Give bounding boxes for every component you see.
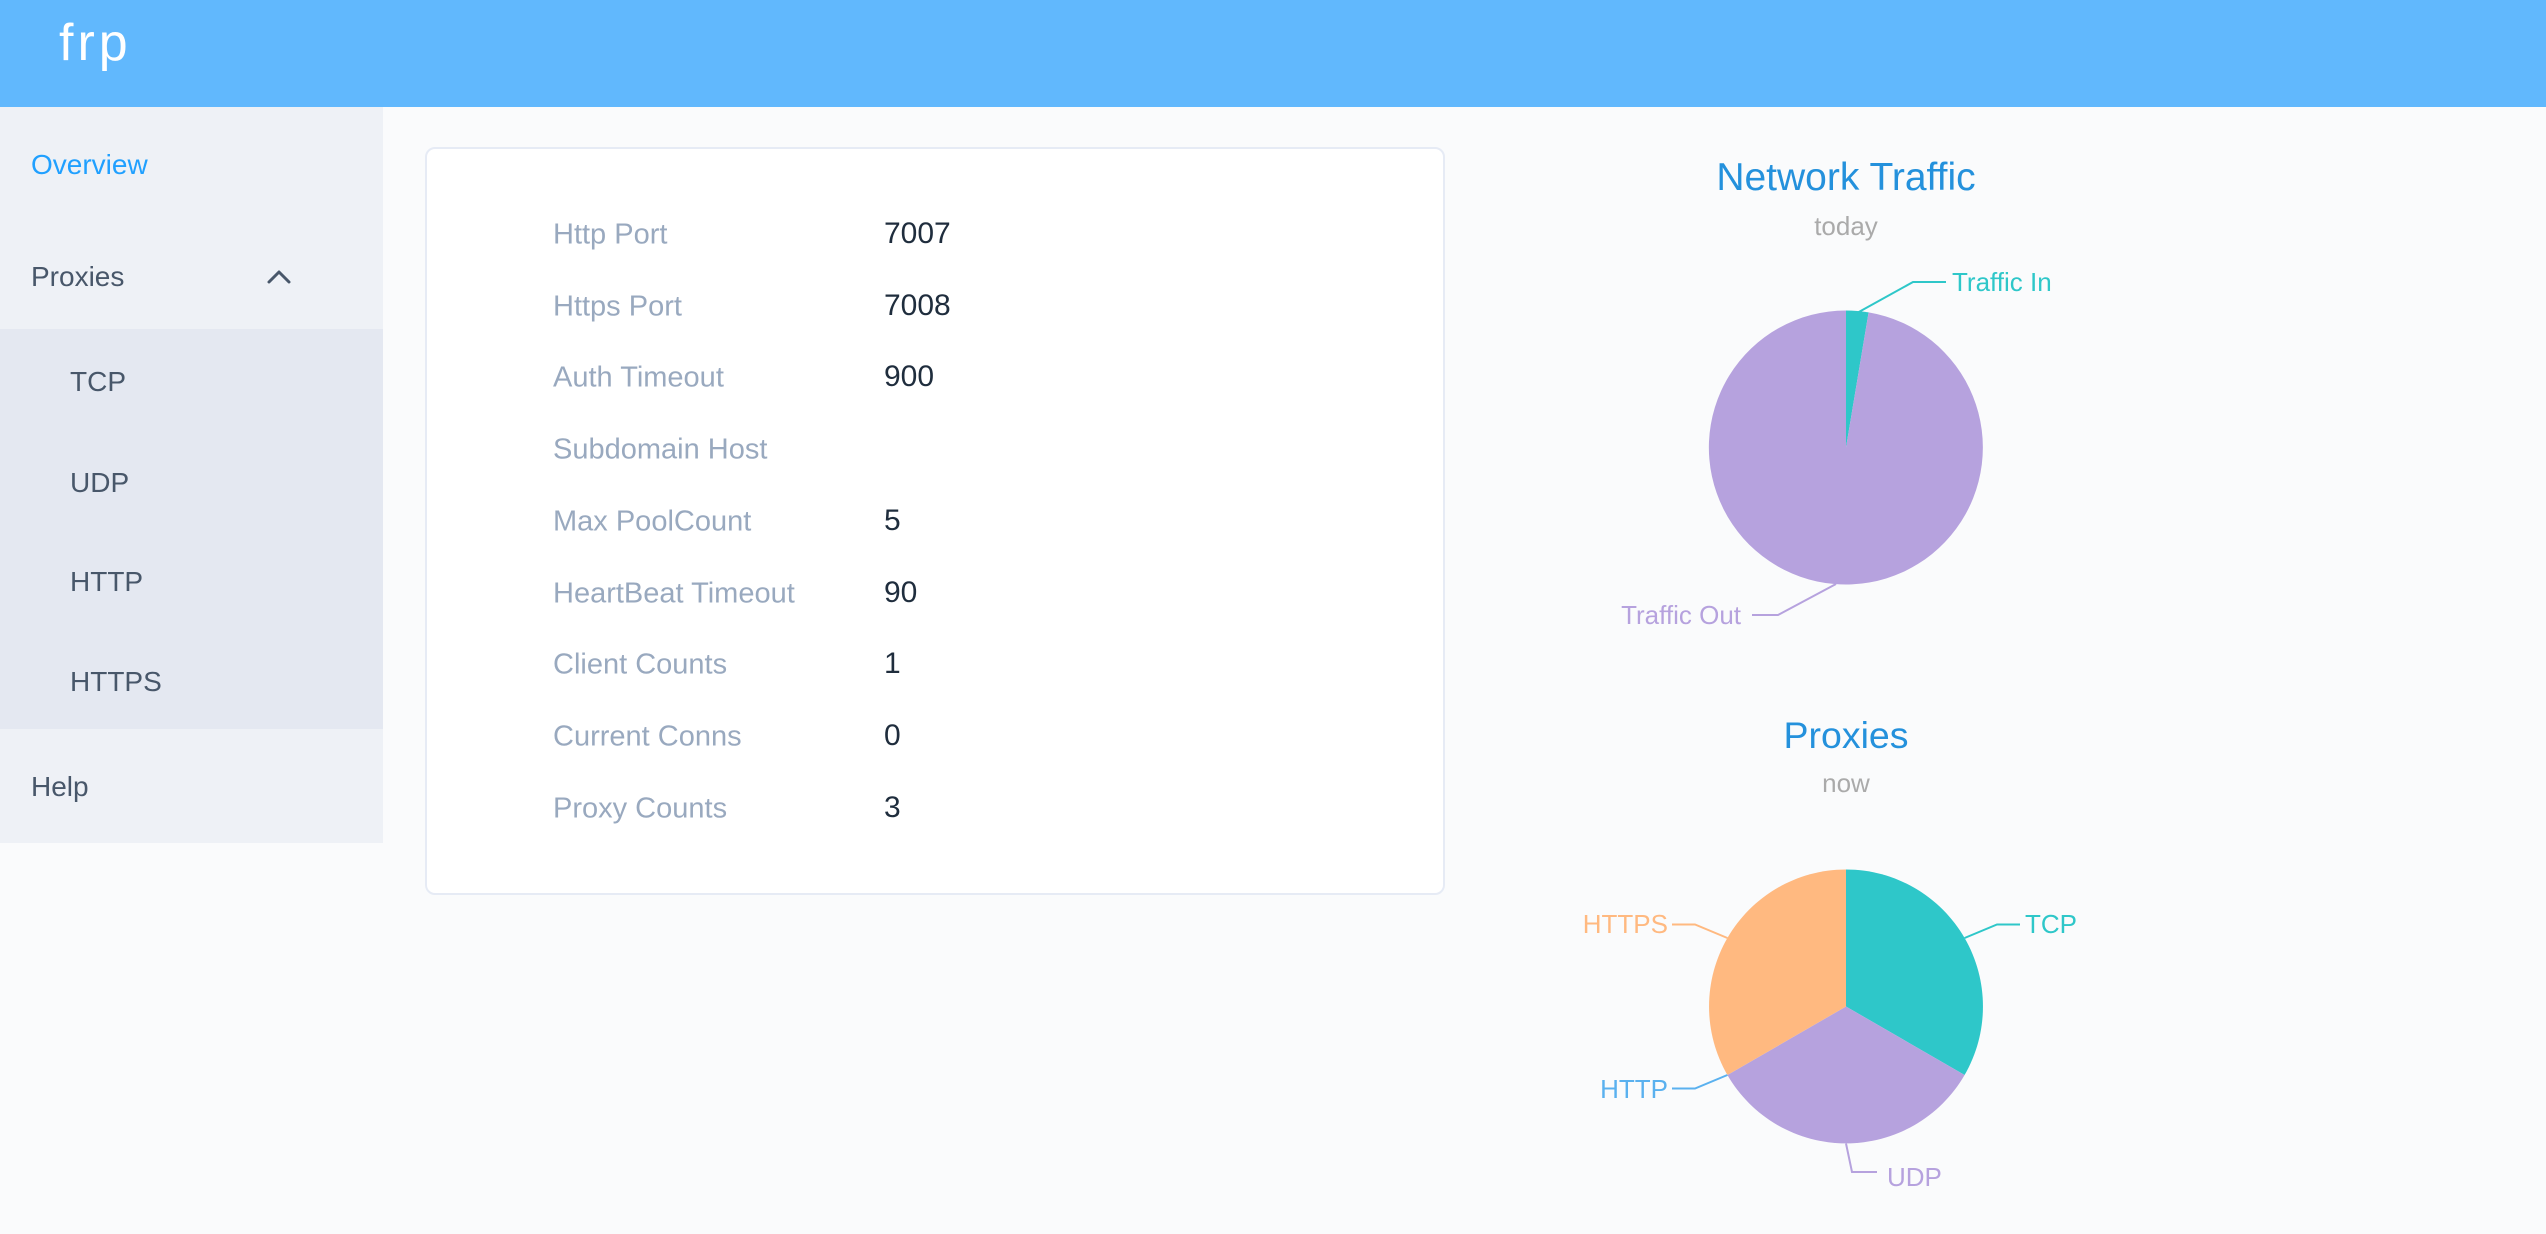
svg-text:TCP: TCP <box>2025 909 2077 939</box>
svg-text:HTTP: HTTP <box>1600 1074 1668 1104</box>
svg-text:UDP: UDP <box>1887 1162 1942 1192</box>
svg-text:Traffic Out: Traffic Out <box>1621 600 1742 630</box>
svg-text:HTTPS: HTTPS <box>1583 909 1668 939</box>
svg-text:today: today <box>1814 211 1878 241</box>
svg-text:Network Traffic: Network Traffic <box>1716 156 1975 199</box>
svg-text:now: now <box>1822 768 1870 798</box>
svg-text:Traffic In: Traffic In <box>1952 267 2052 297</box>
svg-text:Proxies: Proxies <box>1783 714 1908 756</box>
